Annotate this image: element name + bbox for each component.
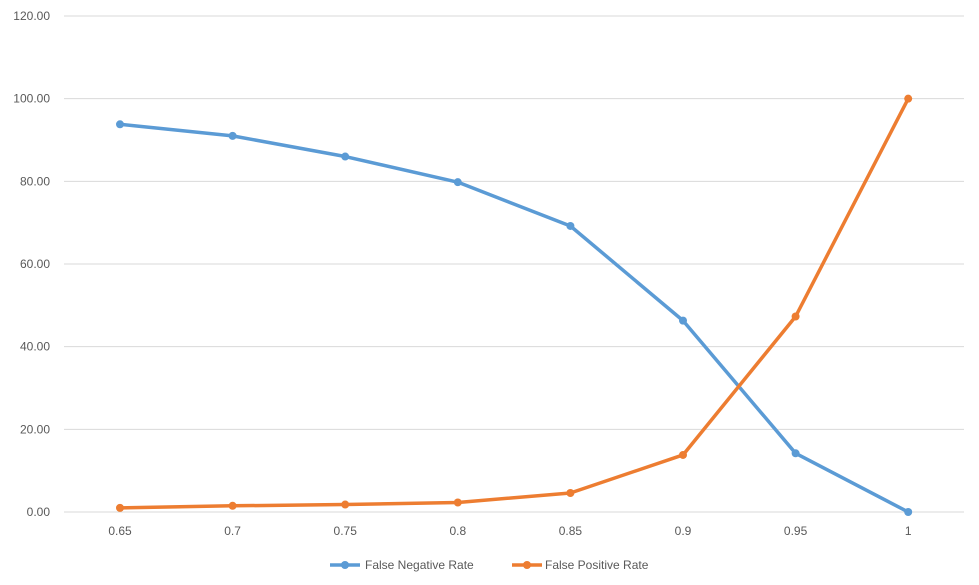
series-false-positive-rate (116, 94, 913, 512)
x-tick-label: 1 (905, 524, 912, 538)
y-tick-label: 40.00 (20, 340, 50, 354)
x-tick-label: 0.8 (449, 524, 466, 538)
data-point (679, 316, 687, 325)
data-point (341, 152, 350, 161)
legend-item: False Positive Rate (512, 558, 649, 572)
x-axis-tick-labels: 0.65 0.7 0.75 0.8 0.85 0.9 0.95 1 (108, 524, 912, 538)
y-axis-tick-labels: 0.00 20.00 40.00 60.00 80.00 100.00 120.00 (13, 9, 50, 519)
x-tick-label: 0.75 (334, 524, 358, 538)
legend-label: False Positive Rate (545, 558, 649, 572)
data-point (116, 120, 124, 129)
y-tick-label: 80.00 (20, 174, 50, 188)
series-line (118, 96, 910, 510)
data-point (228, 131, 237, 140)
series-plot-area (116, 94, 913, 516)
series-false-negative-rate (116, 120, 913, 516)
legend: False Negative Rate False Positive Rate (330, 558, 649, 572)
data-point (116, 503, 124, 512)
gridlines (64, 15, 964, 513)
data-point (566, 488, 575, 497)
y-tick-label: 120.00 (13, 9, 50, 23)
y-tick-label: 100.00 (13, 92, 50, 106)
legend-swatch-marker (523, 561, 531, 569)
data-point (341, 500, 350, 509)
legend-item: False Negative Rate (330, 558, 474, 572)
data-point (904, 508, 913, 516)
x-tick-label: 0.9 (675, 524, 692, 538)
data-point (791, 312, 800, 321)
y-tick-label: 0.00 (27, 505, 51, 519)
data-point (679, 450, 687, 459)
data-point (453, 498, 462, 507)
x-tick-label: 0.85 (559, 524, 583, 538)
x-tick-label: 0.95 (784, 524, 808, 538)
series-line (118, 122, 910, 514)
y-tick-label: 20.00 (20, 422, 50, 436)
legend-label: False Negative Rate (365, 558, 474, 572)
x-tick-label: 0.7 (224, 524, 241, 538)
data-point (904, 94, 913, 103)
data-point (566, 221, 575, 230)
data-point (453, 178, 462, 187)
data-point (228, 501, 237, 510)
x-tick-label: 0.65 (108, 524, 132, 538)
legend-swatch-marker (341, 561, 349, 569)
data-point (791, 449, 800, 458)
y-tick-label: 60.00 (20, 257, 50, 271)
